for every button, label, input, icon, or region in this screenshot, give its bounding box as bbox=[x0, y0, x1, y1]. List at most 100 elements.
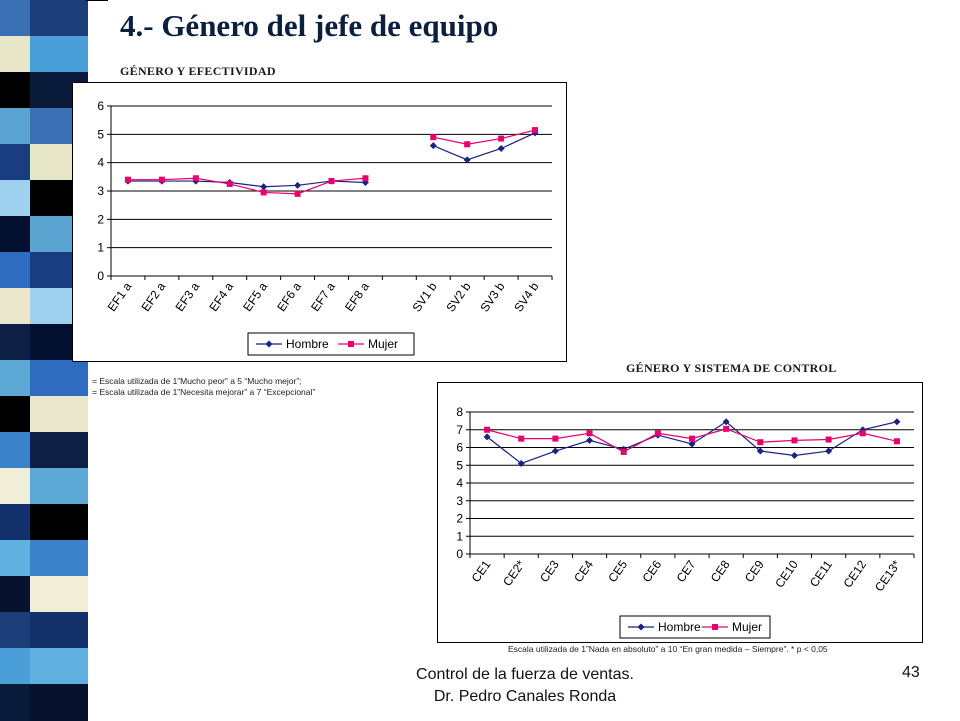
data-point-hombre bbox=[429, 142, 437, 150]
series-line-mujer bbox=[127, 177, 366, 195]
data-point-mujer bbox=[192, 175, 199, 182]
legend-marker-hombre bbox=[265, 340, 273, 348]
data-point-hombre bbox=[260, 183, 268, 191]
legend-label-hombre: Hombre bbox=[658, 620, 701, 634]
data-point-mujer bbox=[893, 438, 900, 445]
data-point-mujer bbox=[498, 135, 505, 142]
data-point-mujer bbox=[518, 435, 525, 442]
y-tick-label: 0 bbox=[97, 269, 104, 283]
legend-label-mujer: Mujer bbox=[368, 337, 398, 351]
scale-note-1: = Escala utilizada de 1”Mucho peor” a 5 … bbox=[92, 376, 302, 386]
stripe-band bbox=[0, 0, 30, 37]
data-point-mujer bbox=[654, 430, 661, 437]
y-tick-label: 1 bbox=[97, 241, 104, 255]
stripe-band bbox=[0, 36, 30, 73]
y-tick-label: 7 bbox=[456, 423, 463, 437]
chart-frame bbox=[72, 82, 567, 362]
data-point-hombre bbox=[517, 459, 525, 467]
stripe-band bbox=[0, 108, 30, 145]
data-point-hombre bbox=[497, 145, 505, 152]
y-tick-label: 8 bbox=[456, 405, 463, 419]
legend-marker-mujer bbox=[712, 624, 718, 630]
stripe-band bbox=[0, 468, 30, 505]
data-point-mujer bbox=[430, 134, 437, 141]
stripe-band bbox=[0, 144, 30, 181]
scale-note-control: Escala utilizada de 1”Nada en absoluto” … bbox=[508, 644, 828, 654]
data-point-hombre bbox=[551, 447, 559, 455]
y-tick-label: 6 bbox=[456, 441, 463, 455]
data-point-hombre bbox=[790, 451, 798, 459]
stripe-band bbox=[0, 360, 30, 397]
series-line-hombre bbox=[127, 180, 366, 188]
data-point-mujer bbox=[689, 435, 695, 442]
footer-line-1: Control de la fuerza de ventas. bbox=[416, 666, 634, 683]
stripe-band bbox=[0, 288, 30, 325]
stripe-band bbox=[0, 216, 30, 253]
y-tick-label: 6 bbox=[97, 99, 104, 113]
data-point-mujer bbox=[586, 430, 593, 437]
data-point-hombre bbox=[463, 156, 471, 164]
data-point-mujer bbox=[158, 176, 165, 183]
y-tick-label: 3 bbox=[97, 184, 104, 198]
data-point-hombre bbox=[825, 447, 833, 455]
y-tick-label: 4 bbox=[456, 476, 463, 490]
stripe-band bbox=[0, 540, 30, 577]
stripe-band bbox=[0, 252, 30, 289]
data-point-mujer bbox=[791, 437, 798, 444]
stripe-band bbox=[0, 612, 30, 649]
y-tick-label: 3 bbox=[456, 494, 463, 508]
legend-marker-mujer bbox=[348, 341, 354, 347]
stripe-band bbox=[0, 324, 30, 361]
data-point-hombre bbox=[586, 436, 594, 444]
legend-label-mujer: Mujer bbox=[732, 620, 762, 634]
data-point-hombre bbox=[483, 433, 491, 441]
data-point-hombre bbox=[756, 447, 764, 455]
y-tick-label: 5 bbox=[456, 458, 463, 472]
y-tick-label: 0 bbox=[456, 547, 463, 561]
series-line-mujer bbox=[433, 129, 536, 145]
data-point-hombre bbox=[722, 418, 730, 426]
page-number: 43 bbox=[902, 664, 920, 681]
data-point-mujer bbox=[226, 180, 233, 187]
data-point-mujer bbox=[328, 178, 335, 185]
legend-box bbox=[247, 332, 415, 356]
decorative-line bbox=[86, 0, 108, 1]
legend-box bbox=[619, 615, 771, 639]
series-line-hombre bbox=[433, 132, 536, 161]
stripe-band bbox=[0, 684, 30, 721]
y-tick-label: 1 bbox=[456, 529, 463, 543]
stripe bbox=[30, 468, 88, 505]
data-point-mujer bbox=[825, 436, 832, 443]
stripe-band bbox=[0, 396, 30, 433]
stripe-band bbox=[0, 576, 30, 613]
stripe bbox=[30, 396, 88, 433]
chart-frame bbox=[437, 382, 923, 643]
y-tick-label: 4 bbox=[97, 156, 104, 170]
y-tick-label: 2 bbox=[456, 512, 463, 526]
data-point-hombre bbox=[294, 181, 302, 189]
data-point-mujer bbox=[124, 176, 131, 183]
chart-title-effectiveness: GÉNERO Y EFECTIVIDAD bbox=[120, 64, 276, 78]
data-point-mujer bbox=[362, 175, 369, 182]
data-point-mujer bbox=[859, 430, 866, 437]
stripe-band bbox=[0, 180, 30, 217]
stripe bbox=[30, 612, 88, 649]
legend-label-hombre: Hombre bbox=[286, 337, 329, 351]
slide-title: 4.- Género del jefe de equipo bbox=[120, 8, 499, 43]
data-point-mujer bbox=[260, 189, 267, 196]
stripe bbox=[30, 684, 88, 721]
stripe-band bbox=[0, 72, 30, 109]
data-point-hombre bbox=[688, 440, 696, 448]
data-point-mujer bbox=[552, 435, 559, 442]
y-tick-label: 2 bbox=[97, 212, 104, 226]
footer-line-2: Dr. Pedro Canales Ronda bbox=[433, 688, 617, 705]
stripe-band bbox=[0, 648, 30, 685]
stripe-band bbox=[0, 504, 30, 541]
stripe bbox=[30, 540, 88, 577]
footer: Control de la fuerza de ventas. Dr. Pedr… bbox=[370, 664, 680, 708]
data-point-mujer bbox=[620, 448, 627, 455]
legend-marker-hombre bbox=[637, 623, 645, 631]
y-tick-label: 5 bbox=[97, 127, 104, 141]
